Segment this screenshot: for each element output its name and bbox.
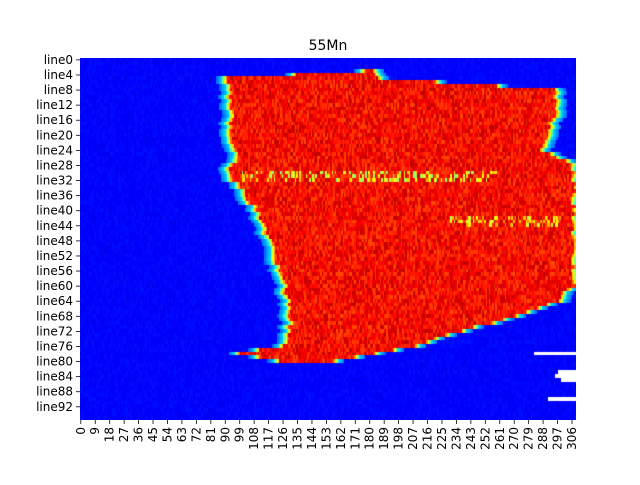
x-tick-label: 90 (218, 427, 232, 442)
x-tick-label: 279 (522, 427, 536, 450)
x-tick-label: 270 (507, 427, 521, 450)
x-tick-label: 72 (189, 427, 203, 442)
x-tick-label: 117 (262, 427, 276, 450)
y-tick-label: line56 (36, 264, 73, 278)
x-tick-label: 180 (363, 427, 377, 450)
x-tick-label: 144 (305, 427, 319, 450)
y-tick-label: line36 (36, 189, 73, 203)
x-tick-label: 9 (88, 427, 102, 435)
x-tick-label: 0 (74, 427, 88, 435)
x-tick-label: 171 (348, 427, 362, 450)
y-tick-label: line0 (44, 53, 73, 67)
y-tick-label: line64 (36, 294, 73, 308)
y-tick-label: line48 (36, 234, 73, 248)
y-tick-label: line44 (36, 219, 73, 233)
x-tick-label: 297 (551, 427, 565, 450)
heatmap-body (80, 58, 576, 420)
x-tick-label: 162 (334, 427, 348, 450)
y-tick-label: line60 (36, 279, 73, 293)
x-tick-label: 225 (435, 427, 449, 450)
x-tick-label: 153 (319, 427, 333, 450)
y-tick-label: line24 (36, 143, 73, 157)
x-tick-label: 63 (175, 427, 189, 442)
y-tick-label: line8 (44, 83, 73, 97)
x-tick-label: 288 (536, 427, 550, 450)
x-tick-label: 54 (160, 427, 174, 442)
y-tick-label: line4 (44, 68, 73, 82)
y-tick-label: line72 (36, 324, 73, 338)
y-tick-label: line68 (36, 309, 73, 323)
x-tick-label: 243 (464, 427, 478, 450)
y-tick-label: line12 (36, 98, 73, 112)
x-tick-label: 234 (449, 427, 463, 450)
y-axis-ticks: line0line4line8line12line16line20line24l… (36, 53, 80, 414)
y-tick-label: line16 (36, 113, 73, 127)
x-tick-label: 108 (247, 427, 261, 450)
y-tick-label: line88 (36, 385, 73, 399)
x-tick-label: 198 (392, 427, 406, 450)
x-axis-ticks: 0 9 18 27 36 45 54 63 72 81 90 99 108 117 126 135 144 153… (74, 420, 579, 450)
y-tick-label: line80 (36, 355, 73, 369)
y-tick-label: line92 (36, 400, 73, 414)
chart-title: 55Mn (309, 38, 348, 54)
y-tick-label: line76 (36, 339, 73, 353)
y-tick-label: line20 (36, 128, 73, 142)
y-tick-label: line28 (36, 158, 73, 172)
x-tick-label: 261 (493, 427, 507, 450)
x-tick-label: 189 (377, 427, 391, 450)
x-tick-label: 216 (421, 427, 435, 450)
x-tick-label: 306 (565, 427, 579, 450)
x-tick-label: 99 (233, 427, 247, 442)
x-tick-label: 45 (146, 427, 160, 442)
y-tick-label: line40 (36, 204, 73, 218)
x-tick-label: 135 (291, 427, 305, 450)
x-tick-label: 36 (132, 427, 146, 442)
x-tick-label: 81 (204, 427, 218, 442)
x-tick-label: 126 (276, 427, 290, 450)
y-tick-label: line52 (36, 249, 73, 263)
x-tick-label: 27 (117, 427, 131, 442)
x-tick-label: 207 (406, 427, 420, 450)
y-tick-label: line84 (36, 370, 73, 384)
x-tick-label: 18 (103, 427, 117, 442)
x-tick-label: 252 (478, 427, 492, 450)
y-tick-label: line32 (36, 174, 73, 188)
